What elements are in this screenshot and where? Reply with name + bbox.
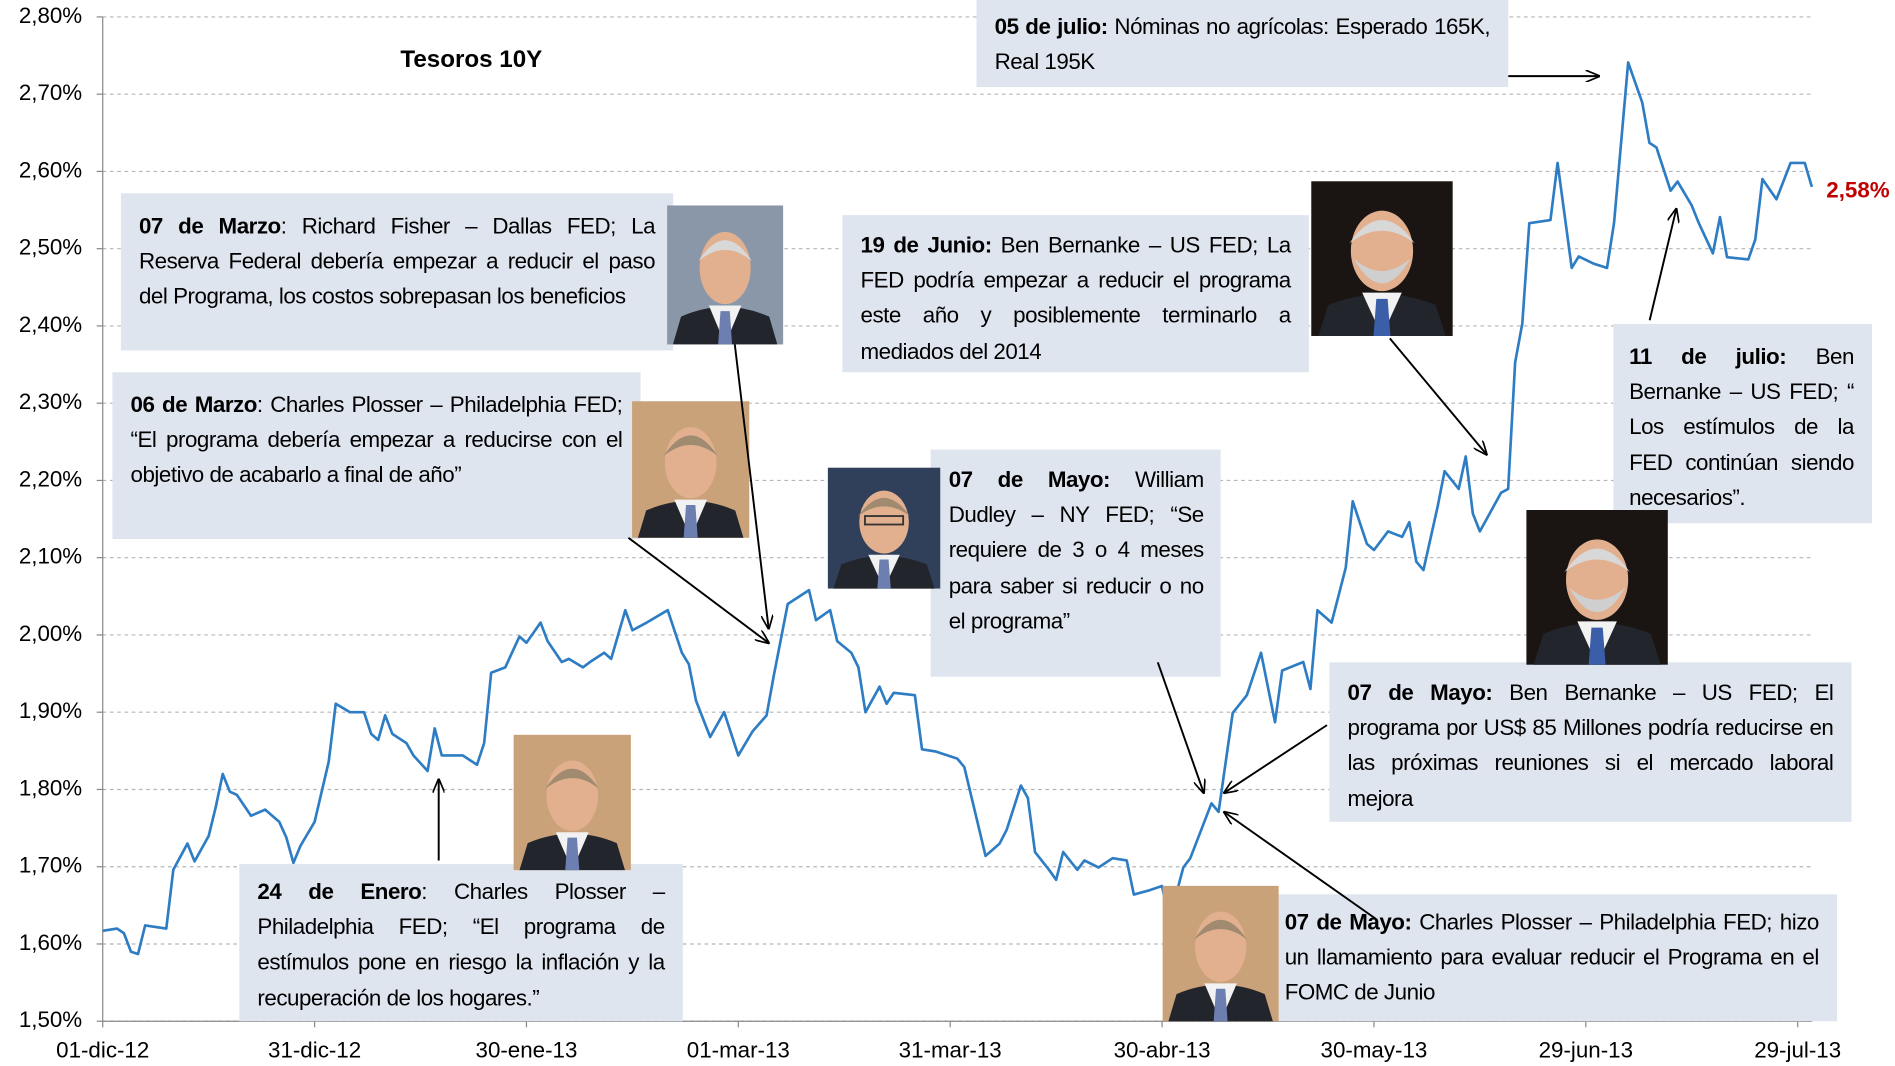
arrow bbox=[1389, 337, 1487, 454]
annotation-date: 07 de Mayo: bbox=[1347, 679, 1493, 705]
portrait-hair bbox=[1564, 548, 1630, 572]
line-series bbox=[102, 61, 1814, 956]
y-tick-label: 1,90% bbox=[19, 698, 82, 723]
annotation-text: Nóminas no agrícolas: Esperado 165K, Rea… bbox=[994, 13, 1491, 74]
portrait bbox=[827, 467, 941, 589]
annotation-box: 24 de Enero: Charles Plosser – Philadelp… bbox=[239, 864, 683, 1022]
annotation-box: 07 de Mayo: William Dudley – NY FED; “Se… bbox=[930, 449, 1221, 677]
portrait bbox=[1311, 181, 1453, 336]
portrait-beard bbox=[1353, 258, 1411, 284]
portrait-tie bbox=[1373, 298, 1391, 336]
y-tick-label: 2,30% bbox=[19, 389, 82, 414]
portrait-hair bbox=[663, 435, 718, 456]
x-tick-label: 31-dic-12 bbox=[268, 1037, 361, 1062]
y-tick-label: 2,70% bbox=[19, 80, 82, 105]
annotation-date: 19 de Junio: bbox=[860, 232, 992, 258]
annotation-date: 07 de Mayo: bbox=[1284, 908, 1412, 935]
portrait-tie bbox=[683, 505, 698, 538]
portrait bbox=[667, 205, 784, 345]
y-tick-label: 2,00% bbox=[19, 621, 82, 646]
portrait-hair bbox=[698, 240, 752, 262]
chart-title: Tesoros 10Y bbox=[400, 46, 542, 73]
portrait-hair bbox=[545, 768, 600, 789]
y-tick-label: 1,50% bbox=[19, 1007, 82, 1032]
y-tick-label: 2,50% bbox=[19, 235, 82, 260]
annotation-date: 05 de julio: bbox=[994, 13, 1109, 39]
arrow bbox=[1224, 724, 1328, 793]
annotation-text: Ben Bernanke – US FED; La FED podría emp… bbox=[860, 232, 1291, 364]
annotation-date: 07 de Mayo: bbox=[948, 466, 1111, 492]
annotation-date: 24 de Enero bbox=[257, 878, 422, 904]
x-tick-label: 30-abr-13 bbox=[1114, 1037, 1211, 1062]
y-tick-label: 1,60% bbox=[19, 930, 82, 955]
portrait bbox=[1162, 885, 1279, 1022]
annotation-date: 07 de Marzo bbox=[138, 212, 281, 239]
annotation-box: 11 de julio: Ben Bernanke – US FED; “ Lo… bbox=[1613, 323, 1873, 524]
annotation-date: 06 de Marzo bbox=[130, 391, 258, 417]
portrait bbox=[513, 734, 631, 871]
y-tick-label: 1,70% bbox=[19, 853, 82, 878]
arrow bbox=[1224, 812, 1376, 920]
y-tick-label: 2,80% bbox=[19, 3, 82, 28]
y-tick-label: 2,60% bbox=[19, 157, 82, 182]
x-tick-label: 01-dic-12 bbox=[56, 1037, 149, 1062]
portrait bbox=[632, 401, 750, 538]
annotation-box: 06 de Marzo: Charles Plosser – Philadelp… bbox=[112, 372, 641, 540]
portrait-glasses bbox=[864, 515, 905, 526]
arrow bbox=[733, 344, 769, 628]
arrow bbox=[1648, 209, 1677, 321]
x-tick-label: 30-may-13 bbox=[1321, 1037, 1428, 1062]
annotation-text: : Richard Fisher – Dallas FED; La Reserv… bbox=[138, 212, 656, 309]
portrait-beard bbox=[1568, 587, 1626, 613]
annotation-text: William Dudley – NY FED; “Se requiere de… bbox=[948, 466, 1204, 634]
x-tick-label: 31-mar-13 bbox=[899, 1037, 1002, 1062]
portrait-hair bbox=[1193, 919, 1248, 941]
x-tick-label: 29-jul-13 bbox=[1754, 1037, 1841, 1062]
y-tick-label: 2,10% bbox=[19, 544, 82, 569]
annotation-box: 07 de Mayo: Charles Plosser – Philadelph… bbox=[1278, 894, 1837, 1022]
y-tick-label: 1,80% bbox=[19, 775, 82, 800]
x-tick-label: 30-ene-13 bbox=[476, 1037, 578, 1062]
portrait-tie bbox=[1588, 627, 1606, 665]
portrait-tie bbox=[877, 559, 891, 589]
value-label: 2,58% bbox=[1826, 178, 1889, 203]
annotation-text: Charles Plosser – Philadelphia FED; hizo… bbox=[1284, 908, 1820, 1005]
annotation-box: 07 de Mayo: Ben Bernanke – US FED; El pr… bbox=[1329, 662, 1852, 822]
y-tick-label: 2,20% bbox=[19, 466, 82, 491]
portrait-hair bbox=[1349, 219, 1415, 244]
annotation-date: 11 de julio: bbox=[1629, 343, 1787, 369]
annotation-box: 07 de Marzo: Richard Fisher – Dallas FED… bbox=[120, 193, 674, 351]
arrow bbox=[1156, 661, 1204, 793]
x-tick-label: 01-mar-13 bbox=[687, 1037, 790, 1062]
annotation-box: 19 de Junio: Ben Bernanke – US FED; La F… bbox=[842, 215, 1309, 373]
annotation-text: : Charles Plosser – Philadelphia FED; “E… bbox=[257, 878, 665, 1010]
portrait-tie bbox=[718, 311, 733, 345]
y-tick-label: 2,40% bbox=[19, 312, 82, 337]
annotation-text: Ben Bernanke – US FED; “ Los estímulos d… bbox=[1629, 343, 1854, 510]
portrait-tie bbox=[1213, 988, 1228, 1022]
portrait bbox=[1526, 510, 1668, 665]
annotation-box: 05 de julio: Nóminas no agrícolas: Esper… bbox=[976, 0, 1509, 88]
portrait-tie bbox=[565, 837, 580, 871]
portrait-hair bbox=[858, 497, 910, 517]
arrow bbox=[627, 537, 768, 643]
x-tick-label: 29-jun-13 bbox=[1539, 1037, 1633, 1062]
annotation-text: Ben Bernanke – US FED; El programa por U… bbox=[1347, 679, 1834, 811]
annotation-text: : Charles Plosser – Philadelphia FED; “E… bbox=[130, 391, 623, 488]
